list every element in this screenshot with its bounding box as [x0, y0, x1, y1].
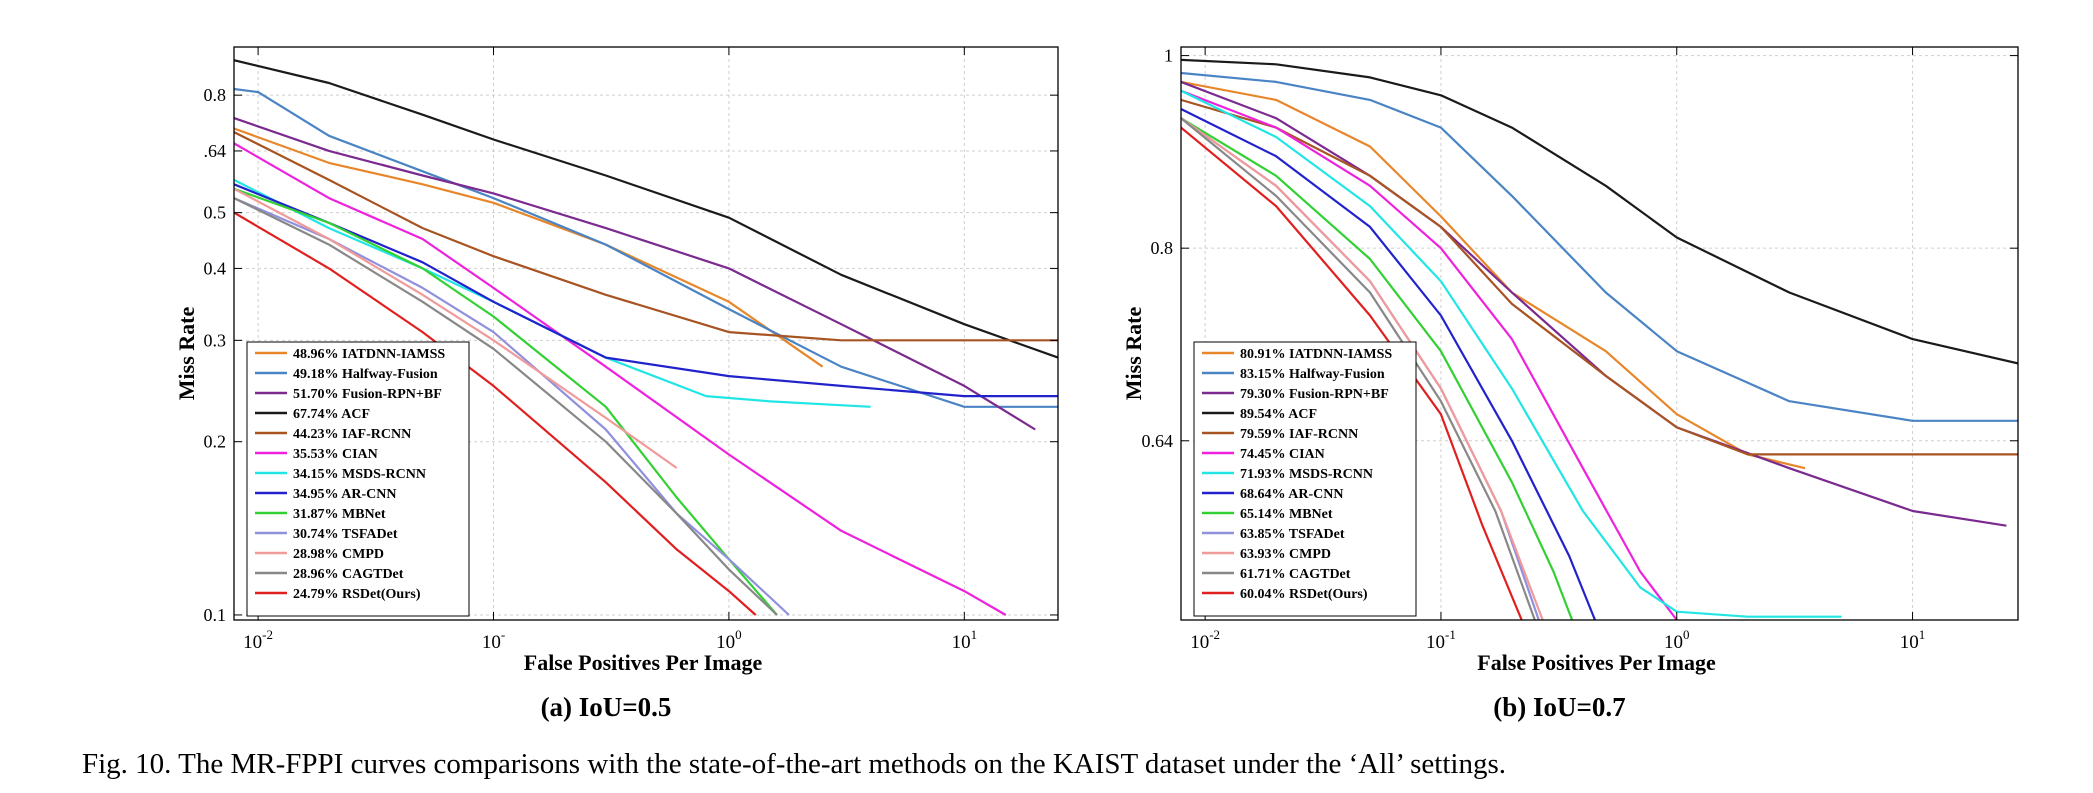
legend-entry: 89.54% ACF — [1240, 407, 1317, 422]
x-tick-label: 100 — [716, 627, 742, 653]
legend-entry: 51.70% Fusion-RPN+BF — [293, 387, 442, 402]
series-line — [234, 59, 1058, 359]
legend-entry: 63.93% CMPD — [1240, 547, 1331, 562]
series-line — [1181, 98, 2018, 456]
legend-entry: 48.96% IATDNN-IAMSS — [293, 347, 445, 362]
legend: 48.96% IATDNN-IAMSS 49.18% Halfway-Fusion… — [246, 341, 470, 617]
y-tick-label: 0.8 — [204, 85, 227, 105]
subplot-title: (b) IoU=0.7 — [1493, 692, 1625, 722]
legend-entry: 28.96% CAGTDet — [293, 567, 404, 582]
series-line — [1181, 89, 1842, 618]
chart-iou-0-5: 10-2 10- 100 101 0.1 0.2 0.3 0.4 0.5 .64 0.8 False … — [174, 46, 1059, 722]
legend-entry: 49.18% Halfway-Fusion — [293, 367, 438, 382]
y-tick-label: 0.4 — [204, 258, 227, 278]
legend-box — [1193, 341, 1417, 617]
series-line — [1181, 117, 1574, 620]
series-line — [234, 197, 778, 616]
y-tick-label: 0.1 — [204, 605, 227, 625]
series-line — [1181, 71, 2018, 422]
series-line — [1181, 117, 1544, 620]
series-line — [234, 187, 678, 469]
legend-entry: 28.98% CMPD — [293, 547, 384, 562]
legend-entry: 60.04% RSDet(Ours) — [1240, 587, 1368, 602]
y-tick-label: 0.2 — [204, 432, 227, 452]
y-axis-label: Miss Rate — [1121, 307, 1146, 401]
legend-entry: 31.87% MBNet — [293, 507, 386, 522]
legend-entry: 83.15% Halfway-Fusion — [1240, 367, 1385, 382]
y-tick-label: 0.64 — [1142, 431, 1174, 451]
y-tick-label: 0.5 — [204, 203, 227, 223]
x-tick-label: 100 — [1664, 627, 1690, 653]
x-axis-label: False Positives Per Image — [1477, 650, 1716, 675]
axes-frame — [1180, 46, 2019, 621]
legend: 80.91% IATDNN-IAMSS 83.15% Halfway-Fusion… — [1193, 341, 1417, 617]
legend-entry: 74.45% CIAN — [1240, 447, 1325, 462]
legend-entry: 61.71% CAGTDet — [1240, 567, 1351, 582]
legend-entry: 35.53% CIAN — [293, 447, 378, 462]
y-tick-label: 0.8 — [1151, 238, 1174, 258]
legend-entry: 34.95% AR-CNN — [293, 487, 396, 502]
series-line — [1181, 58, 2018, 365]
subplot-title: (a) IoU=0.5 — [541, 692, 672, 722]
y-tick-label: .64 — [204, 141, 227, 161]
legend-box — [246, 341, 470, 617]
x-tick-label: 10- — [482, 627, 505, 653]
x-axis-label: False Positives Per Image — [524, 650, 763, 675]
chart-iou-0-7: 10-2 10-1 100 101 0.64 0.8 1 False Positives Pe… — [1121, 46, 2019, 722]
legend-entry: 67.74% ACF — [293, 407, 370, 422]
legend-entry: 65.14% MBNet — [1240, 507, 1333, 522]
x-tick-label: 101 — [1900, 627, 1926, 653]
legend-entry: 79.30% Fusion-RPN+BF — [1240, 387, 1389, 402]
series-line — [234, 183, 1058, 398]
x-tick-label: 10-2 — [243, 627, 273, 653]
y-tick-label: 1 — [1164, 46, 1173, 66]
x-tick-label: 10-1 — [1426, 627, 1456, 653]
curves — [1181, 58, 2018, 620]
legend-entry: 71.93% MSDS-RCNN — [1240, 467, 1373, 482]
legend-entry: 80.91% IATDNN-IAMSS — [1240, 347, 1392, 362]
curves — [234, 59, 1058, 616]
x-tick-label: 101 — [952, 627, 978, 653]
figure-caption: Fig. 10. The MR-FPPI curves comparisons … — [82, 748, 1506, 780]
legend-entry: 63.85% TSFADet — [1240, 527, 1345, 542]
axes-frame — [233, 46, 1059, 621]
legend-entry: 44.23% IAF-RCNN — [293, 427, 411, 442]
series-line — [1181, 108, 1597, 620]
y-axis-label: Miss Rate — [174, 307, 199, 401]
y-tick-label: 0.3 — [204, 330, 227, 350]
series-line — [234, 87, 1058, 408]
x-tick-label: 10-2 — [1190, 627, 1220, 653]
legend-entry: 34.15% MSDS-RCNN — [293, 467, 426, 482]
series-line — [1181, 80, 2007, 527]
legend-entry: 30.74% TSFADet — [293, 527, 398, 542]
series-line — [1181, 89, 1678, 620]
legend-entry: 68.64% AR-CNN — [1240, 487, 1343, 502]
series-line — [234, 187, 778, 616]
series-line — [234, 211, 757, 616]
legend-entry: 79.59% IAF-RCNN — [1240, 427, 1358, 442]
series-line — [234, 127, 824, 368]
series-line — [234, 117, 1036, 431]
series-line — [234, 142, 1007, 616]
legend-entry: 24.79% RSDet(Ours) — [293, 587, 421, 602]
series-line — [234, 131, 1058, 342]
